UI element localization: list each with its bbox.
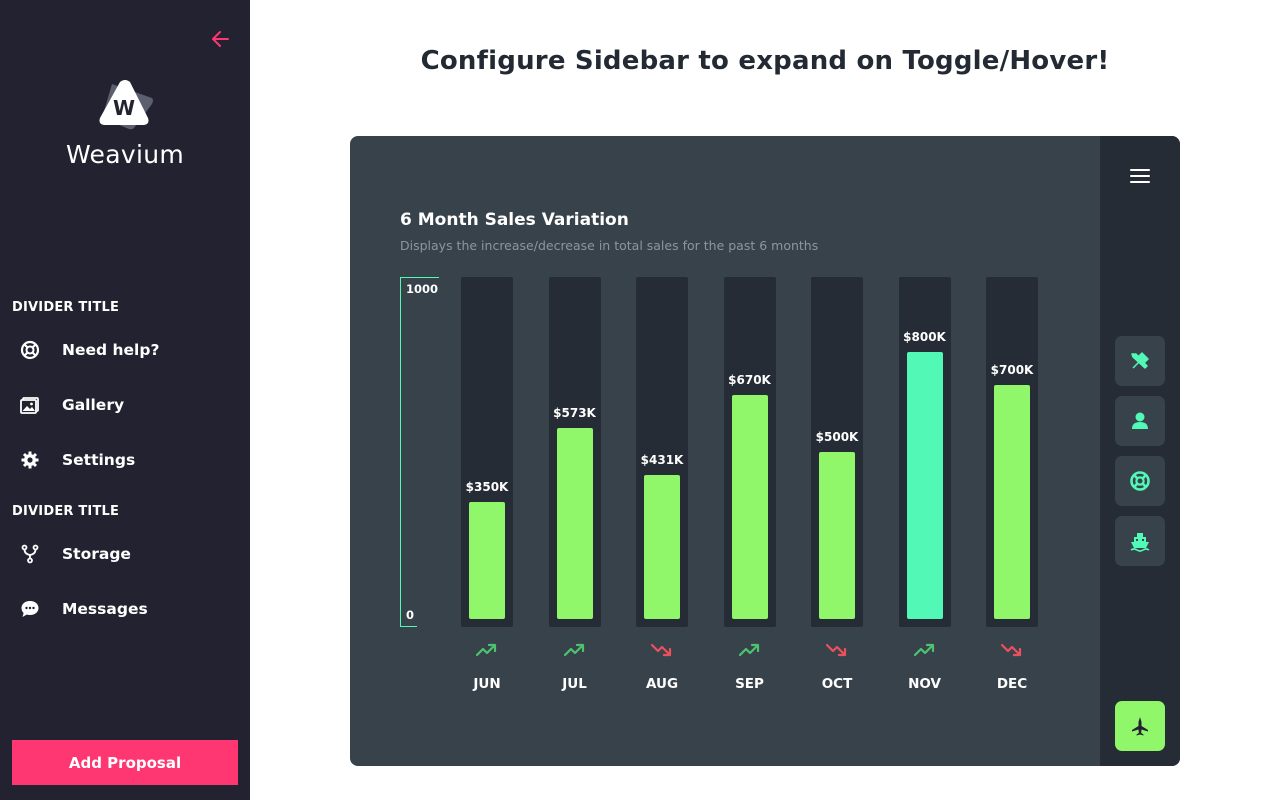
bar-value-label-nov: $800K: [903, 330, 946, 344]
trend-up-icon: [899, 638, 951, 662]
trend-down-icon: [811, 638, 863, 662]
bar-value-label-jul: $573K: [553, 406, 596, 420]
sidebar: W Weavium DIVIDER TITLE Need help? Galle…: [0, 0, 250, 800]
nav-label-need-help: Need help?: [62, 341, 160, 359]
bar-track-aug: $431K: [636, 277, 688, 627]
divider-title-1: DIVIDER TITLE: [12, 300, 120, 315]
nav-label-messages: Messages: [62, 600, 148, 618]
user-icon: [1132, 412, 1148, 429]
rail-button-ship[interactable]: [1115, 516, 1165, 566]
nav-item-need-help[interactable]: Need help?: [0, 330, 250, 370]
trend-down-icon: [986, 638, 1038, 662]
gear-icon: [19, 449, 41, 471]
tools-icon: [1131, 352, 1149, 369]
y-axis: 1000 0: [400, 277, 439, 627]
bar-track-jul: $573K: [548, 277, 601, 627]
rail-button-user[interactable]: [1115, 396, 1165, 446]
lifebuoy-icon: [19, 339, 41, 361]
nav-item-storage[interactable]: Storage: [0, 534, 250, 574]
sales-card: 6 Month Sales Variation Displays the inc…: [350, 136, 1180, 766]
trend-up-icon: [461, 638, 513, 662]
nav-item-gallery[interactable]: Gallery: [0, 385, 250, 425]
bar-value-label-sep: $670K: [728, 373, 771, 387]
y-axis-max-label: 1000: [406, 282, 439, 296]
month-label-sep: SEP: [735, 676, 764, 692]
fork-icon: [19, 543, 41, 565]
logo-letter: W: [113, 96, 135, 120]
rail-fab-button[interactable]: [1115, 701, 1165, 751]
bar-aug[interactable]: [644, 475, 680, 619]
nav-label-gallery: Gallery: [62, 396, 125, 414]
bar-track-jun: $350K: [461, 277, 513, 627]
month-label-jul: JUL: [562, 676, 587, 692]
bar-oct[interactable]: [819, 452, 855, 619]
month-label-jun: JUN: [473, 676, 501, 692]
bar-track-sep: $670K: [723, 277, 776, 627]
chart-subtitle: Displays the increase/decrease in total …: [400, 238, 819, 253]
month-label-aug: AUG: [645, 676, 679, 692]
bar-track-oct: $500K: [811, 277, 863, 627]
rail-button-tools[interactable]: [1115, 336, 1165, 386]
month-label-oct: OCT: [821, 676, 853, 692]
chart-area: 6 Month Sales Variation Displays the inc…: [350, 136, 1100, 766]
bar-jun[interactable]: [469, 502, 505, 619]
divider-title-2: DIVIDER TITLE: [12, 504, 120, 519]
page-title: Configure Sidebar to expand on Toggle/Ho…: [420, 46, 1110, 76]
lifebuoy-icon: [1130, 471, 1150, 491]
bar-value-label-oct: $500K: [815, 430, 859, 444]
nav-label-settings: Settings: [62, 451, 136, 469]
brand-name: Weavium: [66, 140, 184, 169]
chart-title: 6 Month Sales Variation: [400, 210, 629, 230]
bar-nov[interactable]: [906, 352, 943, 619]
image-icon: [19, 394, 41, 416]
bar-value-label-jun: $350K: [465, 480, 509, 494]
trend-up-icon: [549, 638, 601, 662]
menu-icon[interactable]: [1130, 169, 1150, 185]
bar-value-label-aug: $431K: [640, 453, 684, 467]
nav-label-storage: Storage: [62, 545, 131, 563]
month-label-dec: DEC: [996, 676, 1028, 692]
arrow-left-icon: [212, 31, 229, 47]
chat-bubble-icon: [19, 598, 41, 620]
logo: W Weavium: [62, 78, 188, 169]
ship-icon: [1130, 533, 1150, 552]
month-label-nov: NOV: [908, 676, 941, 692]
bar-value-label-dec: $700K: [990, 363, 1034, 377]
trend-up-icon: [724, 638, 776, 662]
bar-track-nov: $800K: [898, 277, 951, 627]
nav-item-settings[interactable]: Settings: [0, 440, 250, 480]
bar-jul[interactable]: [556, 428, 593, 619]
trend-down-icon: [636, 638, 688, 662]
bar-dec[interactable]: [994, 385, 1030, 619]
bar-track-dec: $700K: [986, 277, 1038, 627]
add-proposal-button[interactable]: Add Proposal: [12, 740, 238, 785]
logo-mark: W: [99, 80, 153, 130]
rail-button-help[interactable]: [1115, 456, 1165, 506]
collapse-sidebar-button[interactable]: [208, 26, 234, 52]
nav-item-messages[interactable]: Messages: [0, 589, 250, 629]
card-rail: [1100, 136, 1180, 766]
bar-sep[interactable]: [731, 395, 768, 619]
y-axis-min-label: 0: [406, 608, 415, 622]
jet-icon: [1132, 717, 1148, 736]
